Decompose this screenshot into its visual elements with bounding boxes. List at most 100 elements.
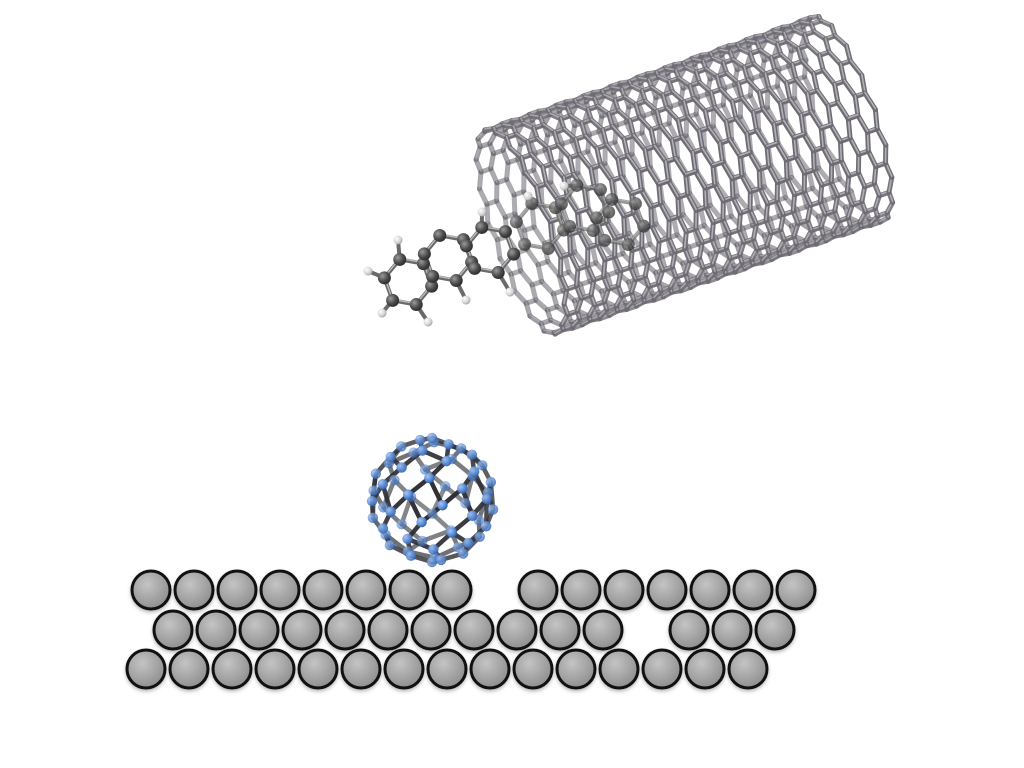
nanotube-bond-highlight xyxy=(782,119,795,138)
nanotube-bond-highlight xyxy=(774,68,788,83)
nanotube-bond-highlight xyxy=(791,62,797,80)
nanotube-bond-highlight xyxy=(551,161,565,178)
nanotube-bond-highlight xyxy=(834,34,848,46)
fullerene-atom xyxy=(435,554,447,566)
nanotube-bond-highlight xyxy=(542,123,556,133)
nanotube-bond-highlight xyxy=(532,126,538,139)
nanotube-bond-highlight xyxy=(664,160,670,181)
substrate-atom xyxy=(684,648,726,690)
nanotube-bond-highlight xyxy=(770,163,783,181)
nanotube-bond-highlight xyxy=(749,51,755,64)
fullerene-atom xyxy=(396,441,407,452)
nanotube-bond-highlight xyxy=(719,87,734,102)
substrate-atom xyxy=(238,609,280,651)
fullerene-atom xyxy=(457,483,468,494)
molecule-carbon-atom xyxy=(507,247,521,261)
nanotube-bond-highlight xyxy=(768,87,782,103)
substrate-atom xyxy=(211,648,253,690)
nanotube-bond-highlight xyxy=(746,132,751,153)
molecule-carbon-atom xyxy=(459,239,473,253)
molecule-carbon-atom xyxy=(509,215,523,229)
fullerene-atom xyxy=(408,447,419,458)
nanotube-bond-highlight xyxy=(735,116,748,134)
fullerene-atom xyxy=(440,481,451,492)
molecule-carbon-atom xyxy=(570,178,584,192)
nanotube-bond-highlight xyxy=(742,226,748,242)
nanotube-bond-highlight xyxy=(623,95,637,105)
fullerene-atom xyxy=(377,523,389,534)
nanotube-bond-highlight xyxy=(687,115,701,131)
nanotube-bond-highlight xyxy=(823,198,829,214)
nanotube-bond-highlight xyxy=(557,143,571,158)
nanotube-bond-highlight xyxy=(607,219,621,237)
nanotube-bond-highlight xyxy=(580,121,587,136)
nanotube-bond-highlight xyxy=(830,23,836,36)
substrate-atom xyxy=(517,569,559,611)
nanotube-bond-highlight xyxy=(827,104,832,125)
nanotube-bond-highlight xyxy=(860,73,866,94)
nanotube-bond-highlight xyxy=(505,135,511,148)
molecule-carbon-atom xyxy=(433,228,447,242)
nanotube-bond-highlight xyxy=(722,61,728,74)
nanotube-bond-highlight xyxy=(738,47,752,54)
nanotube-bond-highlight xyxy=(712,160,724,166)
substrate-atom xyxy=(598,648,640,690)
nanotube-bond-highlight xyxy=(650,85,664,96)
nanotube-bond-highlight xyxy=(620,175,633,194)
nanotube-bond-highlight xyxy=(509,146,523,158)
nanotube-bond-highlight xyxy=(803,33,809,46)
substrate-atom xyxy=(297,648,339,690)
substrate-atom xyxy=(539,609,581,651)
substrate-atom xyxy=(431,569,473,611)
nanotube-bond-highlight xyxy=(635,102,641,118)
nanotube-bond-highlight xyxy=(546,259,560,276)
nanotube-bond-highlight xyxy=(820,19,833,26)
molecule-carbon-atom xyxy=(602,205,616,219)
fullerene-atom xyxy=(385,451,396,463)
nanotube-bond-highlight xyxy=(793,132,805,138)
fullerene-atom xyxy=(368,485,379,496)
substrate-atom xyxy=(388,569,430,611)
fullerene-atom xyxy=(441,455,452,467)
nanotube-bond-highlight xyxy=(602,128,608,145)
nanotube-bond-highlight xyxy=(801,59,815,74)
nanotube-bond-highlight xyxy=(633,264,640,279)
fullerene-atom xyxy=(428,544,439,555)
molecule-carbon-atom xyxy=(386,293,400,307)
molecule-carbon-atom xyxy=(377,271,391,285)
nanotube-bond-highlight xyxy=(535,185,541,206)
nanotube-bond-highlight xyxy=(657,179,670,184)
substrate-atom xyxy=(302,569,344,611)
nanotube-bond xyxy=(656,178,671,187)
nanotube-bond xyxy=(764,141,780,150)
nanotube-bond-highlight xyxy=(576,103,589,110)
nanotube-bond-highlight xyxy=(637,169,643,191)
nanotube-bond-highlight xyxy=(741,96,755,113)
molecule-carbon-atom xyxy=(475,220,489,234)
nanotube-bond-highlight xyxy=(719,141,724,163)
substrate-atom xyxy=(754,609,796,651)
nanotube-bond-highlight xyxy=(711,56,725,63)
nanotube-bond-highlight xyxy=(659,124,673,141)
nanotube-bond-highlight xyxy=(653,144,667,162)
fullerene-atom xyxy=(402,489,414,500)
fullerene-atom xyxy=(385,506,396,517)
nanotube-bond-highlight xyxy=(779,101,785,122)
nanotube-bond xyxy=(574,206,590,215)
nanotube-bond-highlight xyxy=(822,68,836,85)
molecule-hydrogen-atom xyxy=(461,295,471,305)
nanotube-bond-highlight xyxy=(849,59,863,75)
molecule-carbon-atom xyxy=(563,219,577,233)
molecule-carbon-atom xyxy=(637,219,651,233)
molecule-carbon-atom xyxy=(468,261,482,275)
nanotube-bond-highlight xyxy=(747,78,761,93)
nanotube-bond-highlight xyxy=(584,134,598,149)
nanotube-bond-highlight xyxy=(839,62,846,81)
nanotube-bond-highlight xyxy=(796,208,802,223)
nanotube-bond-highlight xyxy=(533,225,546,244)
nanotube-bond-highlight xyxy=(705,67,718,77)
molecule-carbon-atom xyxy=(425,279,439,293)
nanotube-bond-highlight xyxy=(692,96,707,111)
fullerene-atom xyxy=(416,516,427,528)
